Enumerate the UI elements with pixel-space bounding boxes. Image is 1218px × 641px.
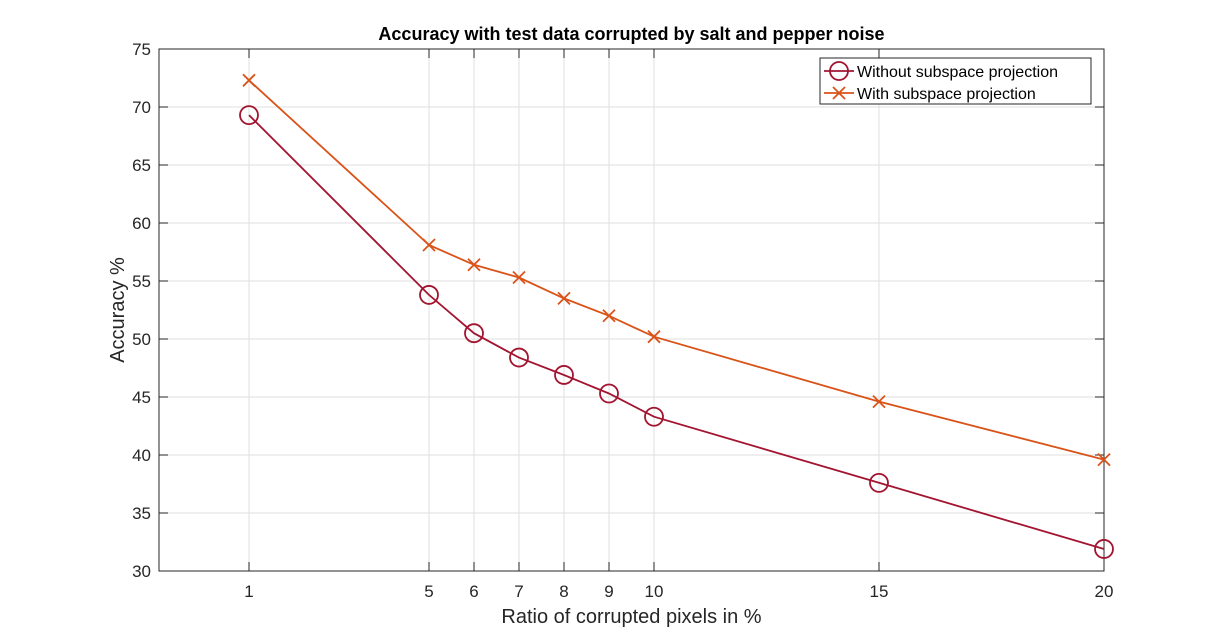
data-point <box>239 105 259 126</box>
y-tick-label: 40 <box>132 446 151 465</box>
y-tick-label: 60 <box>132 214 151 233</box>
series-layer <box>239 73 1114 559</box>
data-point <box>1097 453 1111 467</box>
legend-box <box>819 57 1092 105</box>
x-marker-stroke <box>512 270 526 285</box>
legend-item: With subspace projection <box>824 86 1036 103</box>
legend: Without subspace projection With subspace… <box>819 57 1092 105</box>
series-2 <box>242 73 1111 467</box>
x-marker-stroke <box>1097 453 1111 467</box>
x-tick-label: 10 <box>645 582 664 601</box>
data-point <box>557 291 571 306</box>
x-tick-label: 20 <box>1095 582 1114 601</box>
y-tick-label: 55 <box>132 272 151 291</box>
legend-label: With subspace projection <box>857 86 1036 103</box>
x-marker-stroke <box>872 395 886 409</box>
plot-area <box>159 49 1104 571</box>
x-marker-stroke <box>467 258 481 272</box>
axes <box>158 48 1105 572</box>
series-1 <box>239 105 1114 559</box>
y-tick-label: 45 <box>132 388 151 407</box>
data-point <box>869 472 889 493</box>
x-tick-label: 9 <box>604 582 613 601</box>
x-marker-stroke <box>242 73 256 87</box>
axes-box <box>158 48 1105 572</box>
x-tick-label: 1 <box>244 582 253 601</box>
data-point <box>599 383 619 404</box>
series-line <box>248 114 1105 550</box>
x-tick-label: 8 <box>559 582 568 601</box>
y-axis-title: Accuracy % <box>107 257 129 363</box>
legend-marker <box>832 86 846 100</box>
data-point <box>509 347 529 368</box>
y-tick-label: 65 <box>132 156 151 175</box>
data-point <box>467 258 481 272</box>
data-point <box>647 330 661 344</box>
y-tick-label: 70 <box>132 98 151 117</box>
y-tick-label: 35 <box>132 504 151 523</box>
data-point <box>464 323 484 344</box>
data-point <box>554 365 574 385</box>
legend-marker <box>829 61 849 81</box>
data-point <box>512 270 526 285</box>
legend-label: Without subspace projection <box>857 64 1058 81</box>
x-tick-label: 6 <box>469 582 478 601</box>
x-tick-label: 5 <box>424 582 433 601</box>
legend-item: Without subspace projection <box>824 61 1058 81</box>
y-tick-label: 75 <box>132 40 151 59</box>
x-marker-stroke <box>422 238 436 252</box>
x-marker-stroke <box>832 86 846 100</box>
data-point <box>419 285 439 305</box>
x-axis-title: Ratio of corrupted pixels in % <box>501 606 761 628</box>
x-marker-stroke <box>602 309 616 323</box>
x-marker-stroke <box>557 291 571 306</box>
data-point <box>242 73 256 87</box>
y-tick-label: 30 <box>132 562 151 581</box>
data-point <box>644 406 664 427</box>
x-tick-label: 15 <box>870 582 889 601</box>
x-tick-label: 7 <box>514 582 523 601</box>
data-point <box>602 309 616 323</box>
data-point <box>872 395 886 409</box>
chart-title: Accuracy with test data corrupted by sal… <box>378 24 884 44</box>
y-tick-label: 50 <box>132 330 151 349</box>
data-point <box>1094 539 1114 559</box>
data-point <box>422 238 436 252</box>
x-marker-stroke <box>647 330 661 344</box>
